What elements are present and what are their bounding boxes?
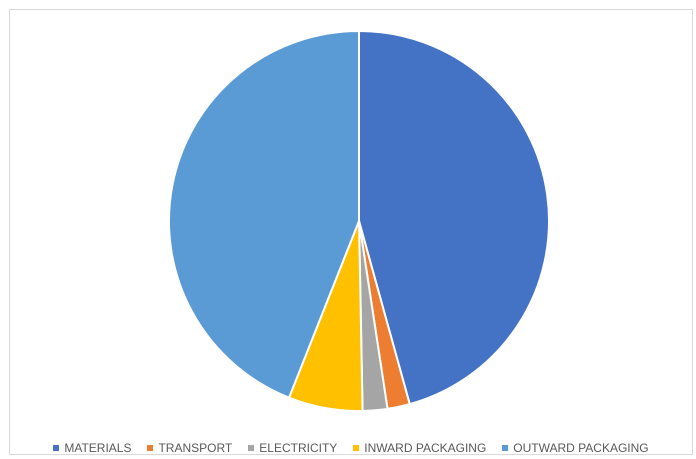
- pie-slice-materials: [358, 30, 550, 406]
- legend-item-outward-packaging: OUTWARD PACKAGING: [502, 441, 649, 455]
- legend-label: MATERIALS: [64, 441, 132, 455]
- chart-area: MATERIALS TRANSPORT ELECTRICITY INWARD PACK…: [9, 9, 693, 455]
- legend-item-materials: MATERIALS: [53, 441, 131, 455]
- legend-item-electricity: ELECTRICITY: [248, 441, 337, 455]
- legend-swatch: [502, 445, 509, 451]
- legend-swatch: [53, 445, 60, 451]
- legend-swatch: [147, 445, 154, 451]
- legend: MATERIALS TRANSPORT ELECTRICITY INWARD PACK…: [10, 441, 692, 455]
- legend-swatch: [248, 445, 255, 451]
- legend-label: TRANSPORT: [158, 441, 233, 455]
- pie-slice-outward-packaging: [168, 30, 360, 399]
- pie-chart: [168, 30, 550, 412]
- legend-label: INWARD PACKAGING: [364, 441, 487, 455]
- legend-item-inward-packaging: INWARD PACKAGING: [353, 441, 486, 455]
- legend-item-transport: TRANSPORT: [147, 441, 232, 455]
- legend-swatch: [353, 445, 360, 451]
- legend-label: OUTWARD PACKAGING: [513, 441, 649, 455]
- legend-label: ELECTRICITY: [259, 441, 338, 455]
